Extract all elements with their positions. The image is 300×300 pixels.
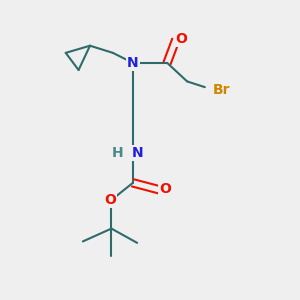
Text: N: N xyxy=(132,146,144,160)
Text: O: O xyxy=(104,193,116,207)
Text: Br: Br xyxy=(213,83,231,97)
Text: H: H xyxy=(112,146,124,160)
Text: N: N xyxy=(127,56,139,70)
Text: O: O xyxy=(175,32,187,46)
Text: O: O xyxy=(159,182,171,196)
